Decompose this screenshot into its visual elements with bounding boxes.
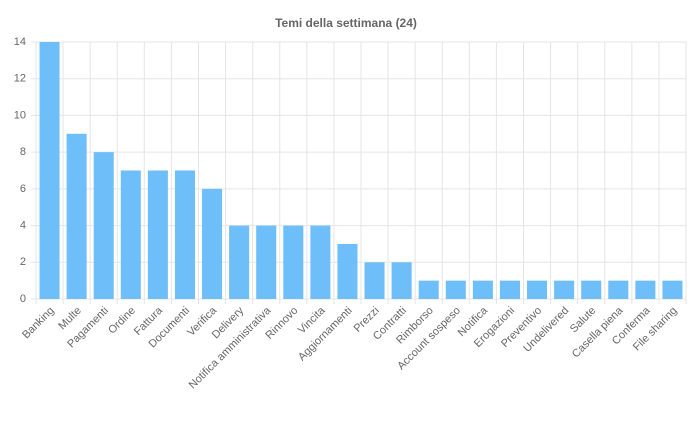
bar (527, 280, 548, 299)
bar (391, 262, 412, 299)
bar (174, 170, 195, 299)
bar (499, 280, 520, 299)
bar (581, 280, 602, 299)
bar (445, 280, 466, 299)
bar (635, 280, 656, 299)
bar (472, 280, 493, 299)
x-tick-label: Banking (20, 305, 57, 342)
y-tick-label: 10 (14, 109, 26, 121)
bar (66, 133, 87, 299)
bar (256, 225, 277, 299)
y-tick-label: 0 (20, 293, 26, 305)
y-tick-label: 14 (14, 36, 26, 48)
bar (554, 280, 575, 299)
chart-title: Temi della settimana (24) (275, 16, 417, 30)
y-tick-label: 4 (20, 219, 26, 231)
bar (310, 225, 331, 299)
bar (418, 280, 439, 299)
bar (202, 188, 223, 299)
bar (364, 262, 385, 299)
bar (39, 42, 60, 299)
y-tick-label: 2 (20, 256, 26, 268)
bar (608, 280, 629, 299)
bar (147, 170, 168, 299)
bar (337, 243, 358, 299)
bar (93, 152, 114, 299)
bar (662, 280, 683, 299)
y-tick-label: 8 (20, 146, 26, 158)
bar (229, 225, 250, 299)
bar (120, 170, 141, 299)
y-tick-label: 12 (14, 73, 26, 85)
y-tick-label: 6 (20, 183, 26, 195)
bar (283, 225, 304, 299)
